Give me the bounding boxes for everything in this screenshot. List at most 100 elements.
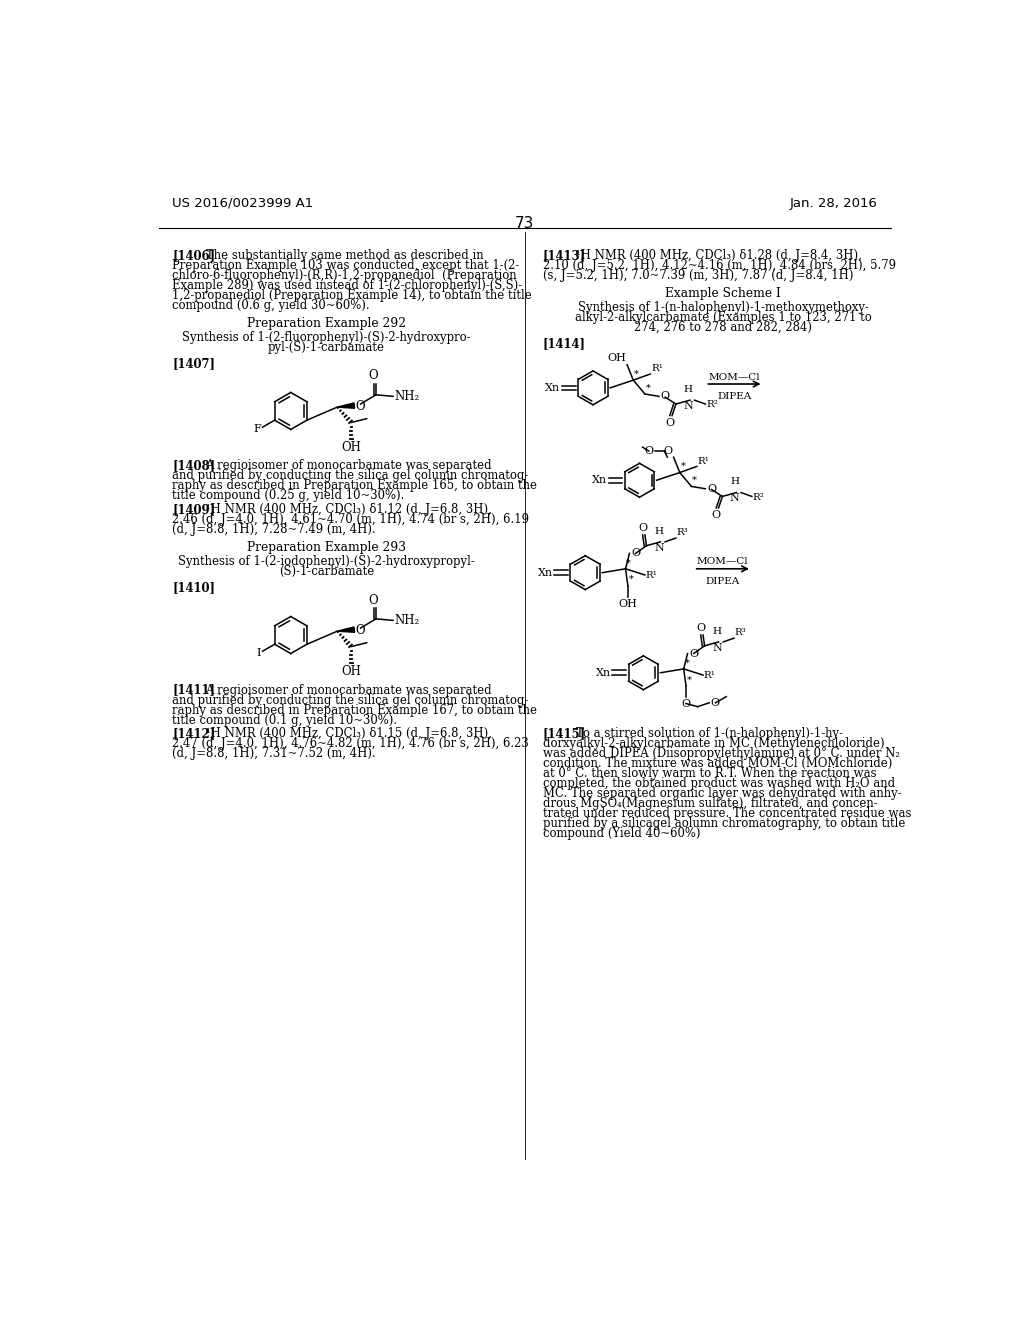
Text: R²: R² (753, 492, 765, 502)
Text: R³: R³ (735, 628, 746, 638)
Text: Example 289) was used instead of 1-(2-chlorophenyl)-(S,S)-: Example 289) was used instead of 1-(2-ch… (172, 280, 522, 292)
Text: I: I (256, 648, 261, 657)
Text: MOM—Cl: MOM—Cl (709, 372, 760, 381)
Text: OH: OH (618, 599, 637, 609)
Text: H: H (684, 385, 693, 395)
Text: raphy as described in Preparation Example 165, to obtain the: raphy as described in Preparation Exampl… (172, 479, 538, 492)
Text: 73: 73 (515, 216, 535, 231)
Text: O: O (696, 623, 706, 634)
Text: (S)-1-carbamate: (S)-1-carbamate (279, 565, 374, 578)
Text: H: H (713, 627, 722, 636)
Text: N: N (712, 643, 722, 652)
Text: (s, J=5.2, 1H), 7.0~7.39 (m, 3H), 7.87 (d, J=8.4, 1H): (s, J=5.2, 1H), 7.0~7.39 (m, 3H), 7.87 (… (543, 269, 853, 282)
Text: ¹H NMR (400 MHz, CDCl₃) δ1.15 (d, J=6.8, 3H),: ¹H NMR (400 MHz, CDCl₃) δ1.15 (d, J=6.8,… (206, 727, 492, 741)
Text: NH₂: NH₂ (394, 389, 420, 403)
Text: O: O (356, 400, 366, 413)
Text: compound (0.6 g, yield 30~60%).: compound (0.6 g, yield 30~60%). (172, 300, 370, 313)
Text: MC. The separated organic layer was dehydrated with anhy-: MC. The separated organic layer was dehy… (543, 787, 901, 800)
Text: *: * (692, 477, 697, 484)
Text: condition. The mixture was added MOM-Cl (MOMchloride): condition. The mixture was added MOM-Cl … (543, 756, 892, 770)
Text: O: O (666, 418, 674, 428)
Text: [1414]: [1414] (543, 337, 586, 350)
Text: [1406]: [1406] (172, 249, 215, 263)
Text: O: O (707, 483, 716, 494)
Text: raphy as described in Preparation Example 167, to obtain the: raphy as described in Preparation Exampl… (172, 704, 538, 717)
Text: *: * (681, 462, 685, 471)
Text: was added DIPEA (Diisopropylethylamine) at 0° C. under N₂: was added DIPEA (Diisopropylethylamine) … (543, 747, 900, 760)
Polygon shape (337, 403, 354, 408)
Text: Synthesis of 1-(n-halophenyl)-1-methoxymethoxy-: Synthesis of 1-(n-halophenyl)-1-methoxym… (578, 301, 868, 314)
Text: R¹: R¹ (703, 672, 716, 680)
Text: DIPEA: DIPEA (718, 392, 752, 401)
Text: O: O (712, 511, 721, 520)
Text: R¹: R¹ (651, 364, 663, 374)
Text: Preparation Example 292: Preparation Example 292 (247, 317, 406, 330)
Text: purified by a silicagel aolumn chromatography, to obtain title: purified by a silicagel aolumn chromatog… (543, 817, 905, 830)
Text: [1411]: [1411] (172, 684, 215, 697)
Text: NH₂: NH₂ (394, 614, 420, 627)
Text: F: F (253, 424, 261, 434)
Text: compound (Yield 40~60%): compound (Yield 40~60%) (543, 826, 700, 840)
Text: R¹: R¹ (697, 457, 710, 466)
Text: US 2016/0023999 A1: US 2016/0023999 A1 (172, 197, 313, 210)
Text: Jan. 28, 2016: Jan. 28, 2016 (790, 197, 878, 210)
Text: O: O (356, 624, 366, 638)
Text: [1407]: [1407] (172, 358, 215, 370)
Text: Preparation Example 103 was conducted, except that 1-(2-: Preparation Example 103 was conducted, e… (172, 259, 519, 272)
Text: and purified by conducting the silica gel column chromatog-: and purified by conducting the silica ge… (172, 693, 528, 706)
Text: O: O (369, 370, 379, 383)
Text: [1409]: [1409] (172, 503, 215, 516)
Text: O: O (644, 446, 653, 455)
Text: ¹H NMR (400 MHz, CDCl₃) δ1.12 (d, J=6.8, 3H),: ¹H NMR (400 MHz, CDCl₃) δ1.12 (d, J=6.8,… (206, 503, 492, 516)
Text: *: * (687, 676, 691, 684)
Text: pyl-(S)-1-carbamate: pyl-(S)-1-carbamate (268, 341, 385, 354)
Text: alkyl-2-alkylcarbamate (Examples 1 to 123, 271 to: alkyl-2-alkylcarbamate (Examples 1 to 12… (574, 312, 871, 323)
Text: dorxyalkyl-2-alkylcarbamate in MC (Methylenechloloride): dorxyalkyl-2-alkylcarbamate in MC (Methy… (543, 737, 885, 750)
Text: R²: R² (707, 400, 718, 409)
Text: O: O (689, 648, 698, 659)
Text: [1415]: [1415] (543, 726, 586, 739)
Text: (d, J=8.8, 1H), 7.31~7.52 (m, 4H).: (d, J=8.8, 1H), 7.31~7.52 (m, 4H). (172, 747, 376, 760)
Text: (d, J=8.8, 1H), 7.28~7.49 (m, 4H).: (d, J=8.8, 1H), 7.28~7.49 (m, 4H). (172, 524, 376, 536)
Text: 2.46 (d, J=4.0, 1H), 4.61~4.70 (m, 1H), 4.74 (br s, 2H), 6.19: 2.46 (d, J=4.0, 1H), 4.61~4.70 (m, 1H), … (172, 513, 529, 527)
Text: N: N (683, 401, 693, 411)
Text: O: O (660, 391, 670, 401)
Text: R³: R³ (677, 528, 688, 537)
Text: The substantially same method as described in: The substantially same method as describ… (206, 249, 483, 263)
Text: at 0° C. then slowly warm to R.T. When the reaction was: at 0° C. then slowly warm to R.T. When t… (543, 767, 877, 780)
Text: A regioisomer of monocarbamate was separated: A regioisomer of monocarbamate was separ… (206, 684, 493, 697)
Text: title compound (0.25 g, yield 10~30%).: title compound (0.25 g, yield 10~30%). (172, 490, 404, 503)
Text: *: * (684, 659, 689, 668)
Text: 274, 276 to 278 and 282, 284): 274, 276 to 278 and 282, 284) (634, 321, 812, 334)
Text: 2.10 (d, J=5.2, 1H), 4.12~4.16 (m, 1H), 4.84 (brs, 2H), 5.79: 2.10 (d, J=5.2, 1H), 4.12~4.16 (m, 1H), … (543, 259, 896, 272)
Text: chloro-6-fluorophenyl)-(R,R)-1,2-propanediol  (Preparation: chloro-6-fluorophenyl)-(R,R)-1,2-propane… (172, 269, 517, 282)
Text: O: O (681, 700, 690, 709)
Text: [1413]: [1413] (543, 249, 586, 263)
Text: *: * (634, 370, 639, 379)
Polygon shape (337, 627, 354, 632)
Text: trated under reduced pressure. The concentrated residue was: trated under reduced pressure. The conce… (543, 807, 911, 820)
Text: Xn: Xn (546, 383, 560, 393)
Text: completed, the obtained product was washed with H₂O and: completed, the obtained product was wash… (543, 776, 895, 789)
Text: 1,2-propanediol (Preparation Example 14), to obtain the title: 1,2-propanediol (Preparation Example 14)… (172, 289, 531, 302)
Text: [1410]: [1410] (172, 581, 215, 594)
Text: *: * (627, 558, 631, 568)
Text: *: * (646, 384, 650, 392)
Text: To a stirred solution of 1-(n-halophenyl)-1-hy-: To a stirred solution of 1-(n-halophenyl… (575, 726, 843, 739)
Text: OH: OH (341, 665, 361, 678)
Text: Xn: Xn (538, 568, 553, 578)
Text: N: N (730, 494, 739, 503)
Text: [1408]: [1408] (172, 459, 215, 473)
Text: H: H (654, 527, 664, 536)
Text: O: O (638, 524, 647, 533)
Text: ¹H NMR (400 MHz, CDCl₃) δ1.28 (d, J=8.4, 3H),: ¹H NMR (400 MHz, CDCl₃) δ1.28 (d, J=8.4,… (575, 249, 862, 263)
Text: O: O (711, 698, 720, 708)
Text: O: O (369, 594, 379, 607)
Text: Xn: Xn (596, 668, 611, 677)
Text: Synthesis of 1-(2-fluorophenyl)-(S)-2-hydroxypro-: Synthesis of 1-(2-fluorophenyl)-(S)-2-hy… (182, 331, 471, 345)
Text: A regioisomer of monocarbamate was separated: A regioisomer of monocarbamate was separ… (206, 459, 493, 473)
Text: [1412]: [1412] (172, 727, 215, 741)
Text: O: O (631, 548, 640, 558)
Text: O: O (663, 446, 672, 455)
Text: OH: OH (607, 354, 627, 363)
